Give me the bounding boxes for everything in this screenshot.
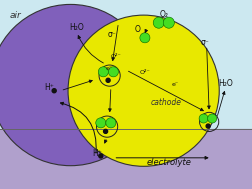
Text: O²⁻: O²⁻ — [111, 54, 121, 59]
Circle shape — [106, 78, 110, 82]
Text: cathode: cathode — [151, 98, 182, 107]
Circle shape — [104, 129, 108, 133]
Circle shape — [52, 89, 56, 93]
Circle shape — [106, 118, 116, 128]
Text: air: air — [10, 11, 22, 20]
Text: electrolyte: electrolyte — [146, 158, 191, 167]
Text: H₂O: H₂O — [218, 79, 233, 88]
Text: O: O — [134, 25, 140, 34]
Circle shape — [153, 17, 164, 28]
Circle shape — [163, 17, 174, 28]
Text: H₂O: H₂O — [70, 23, 84, 32]
Text: e⁻: e⁻ — [106, 67, 113, 71]
Text: O₂: O₂ — [159, 10, 168, 19]
Circle shape — [140, 33, 150, 43]
Text: σ⁻: σ⁻ — [108, 30, 116, 40]
Circle shape — [108, 67, 118, 77]
Text: σ⁻: σ⁻ — [201, 38, 210, 47]
Text: O²⁻: O²⁻ — [140, 70, 150, 75]
Circle shape — [206, 124, 210, 128]
Text: e⁻: e⁻ — [172, 82, 179, 87]
Bar — [0, 129, 252, 189]
Circle shape — [68, 15, 219, 166]
Circle shape — [96, 118, 106, 128]
Circle shape — [99, 154, 103, 158]
Circle shape — [0, 4, 151, 166]
Text: H⁺: H⁺ — [92, 149, 102, 158]
Text: H⁺: H⁺ — [44, 83, 54, 92]
Circle shape — [208, 114, 217, 123]
Circle shape — [98, 67, 108, 77]
Circle shape — [199, 114, 208, 123]
